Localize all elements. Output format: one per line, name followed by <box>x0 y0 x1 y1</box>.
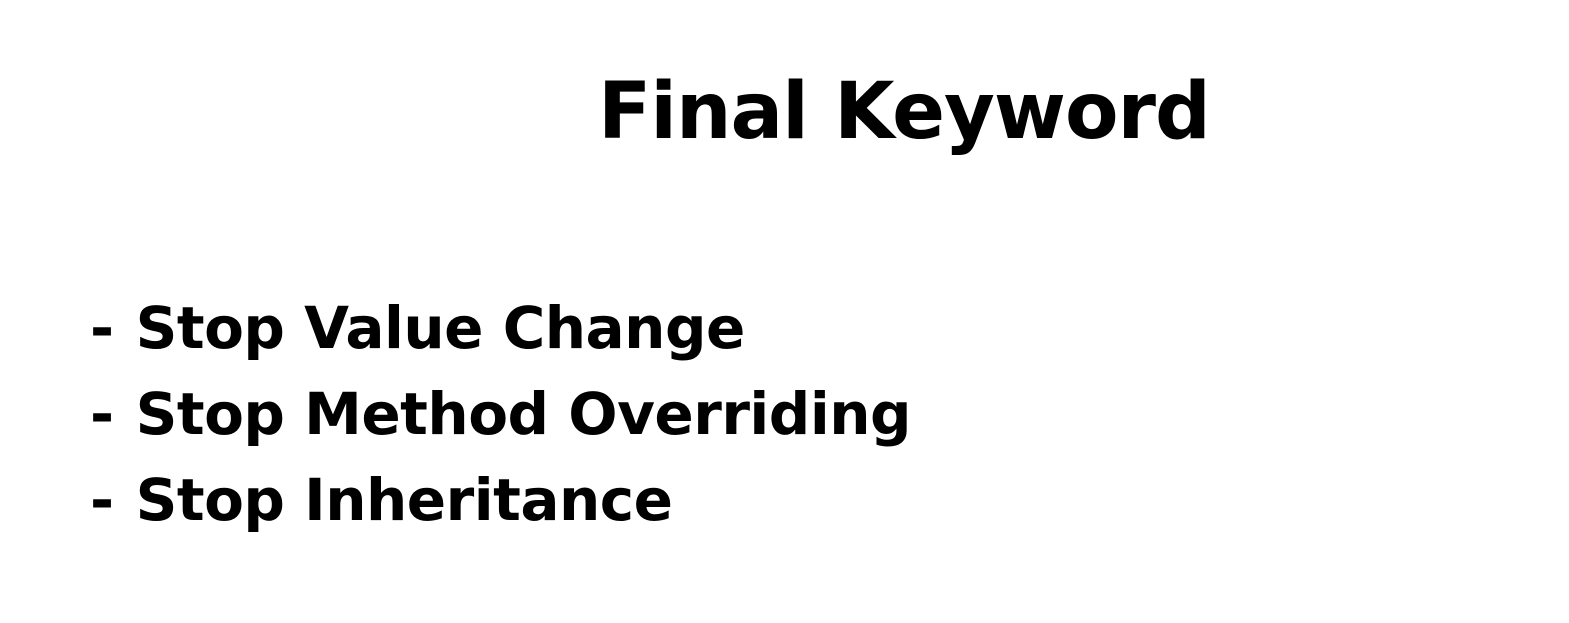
bullet-dash: - <box>90 466 114 534</box>
bullet-text: Stop Value Change <box>135 294 746 362</box>
bullet-item-method-overriding: - Stop Method Overriding <box>90 371 912 457</box>
bullet-text: Stop Inheritance <box>135 466 673 534</box>
bullet-list: - Stop Value Change - Stop Method Overridi… <box>90 285 912 543</box>
bullet-text: Stop Method Overriding <box>135 380 912 448</box>
bullet-dash: - <box>90 294 114 362</box>
bullet-dash: - <box>90 380 114 448</box>
slide-title: Final Keyword <box>598 67 1211 157</box>
bullet-item-inheritance: - Stop Inheritance <box>90 457 911 543</box>
bullet-item-value-change: - Stop Value Change <box>90 285 911 371</box>
